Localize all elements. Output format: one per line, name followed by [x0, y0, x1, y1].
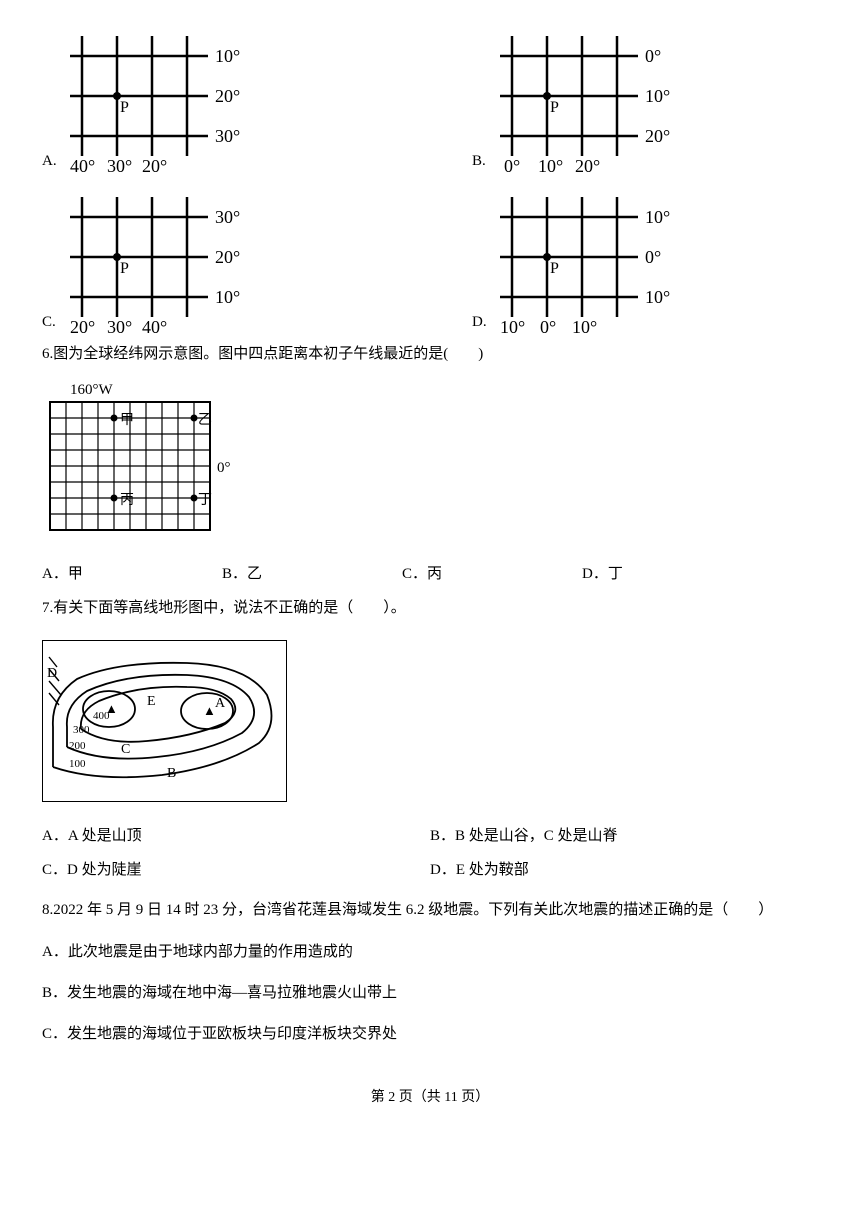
svg-text:10°: 10° [500, 317, 525, 334]
q5-option-A: A. P 10° 20° 30° 40° 30° 20° [42, 28, 472, 173]
q7-choices-row1: A．A 处是山顶 B．B 处是山谷，C 处是山脊 [42, 824, 818, 848]
svg-text:20°: 20° [215, 86, 240, 106]
svg-text:P: P [120, 260, 129, 277]
svg-text:10°: 10° [538, 156, 563, 173]
q5-D-letter: D. [472, 310, 487, 334]
svg-text:0°: 0° [504, 156, 520, 173]
q7-diagram-box: ▲ ▲ A B C D E 400 300 200 100 [42, 640, 287, 802]
svg-text:40°: 40° [70, 156, 95, 173]
svg-text:10°: 10° [645, 207, 670, 227]
svg-text:P: P [550, 260, 559, 277]
q6-diagram: 160°W 0° 甲 乙 丙 丁 [42, 374, 252, 544]
q5-B-grid: P 0° 10° 20° 0° 10° 20° [490, 28, 685, 173]
q8-text: 8.2022 年 5 月 9 日 14 时 23 分，台湾省花莲县海域发生 6.… [42, 892, 818, 928]
q6-choice-B: B．乙 [222, 562, 402, 586]
svg-text:D: D [47, 666, 57, 681]
q6-choices: A．甲 B．乙 C．丙 D．丁 [42, 562, 818, 586]
q6-choice-A: A．甲 [42, 562, 222, 586]
svg-text:0°: 0° [540, 317, 556, 334]
svg-text:400: 400 [93, 710, 110, 722]
svg-text:20°: 20° [70, 317, 95, 334]
q8-choice-B: B．发生地震的海域在地中海—喜马拉雅地震火山带上 [42, 977, 818, 1010]
svg-text:20°: 20° [575, 156, 600, 173]
p-label: P [120, 99, 129, 116]
svg-text:30°: 30° [215, 126, 240, 146]
svg-text:30°: 30° [107, 156, 132, 173]
svg-text:乙: 乙 [198, 412, 212, 428]
q5-C-letter: C. [42, 310, 56, 334]
q7-contour-map: ▲ ▲ A B C D E 400 300 200 100 [47, 647, 282, 787]
q6-choice-D: D．丁 [582, 562, 762, 586]
q5-A-grid: P 10° 20° 30° 40° 30° 20° [60, 28, 260, 173]
svg-text:▲: ▲ [203, 703, 216, 718]
q6-text: 6.图为全球经纬网示意图。图中四点距离本初子午线最近的是( ) [42, 342, 818, 366]
q5-D-grid: P 10° 0° 10° 10° 0° 10° [490, 189, 685, 334]
svg-text:0°: 0° [217, 460, 231, 476]
q7-choice-A: A．A 处是山顶 [42, 824, 430, 848]
q5-row2: C. P 30° 20° 10° 20° 30° 40° D. P 10° 0° 1… [42, 189, 818, 334]
svg-text:0°: 0° [645, 247, 661, 267]
svg-text:300: 300 [73, 724, 90, 736]
q7-choice-B: B．B 处是山谷，C 处是山脊 [430, 824, 818, 848]
svg-text:20°: 20° [215, 247, 240, 267]
svg-text:C: C [121, 742, 130, 757]
page-footer: 第 2 页（共 11 页） [42, 1087, 818, 1109]
svg-text:160°W: 160°W [70, 382, 113, 398]
svg-text:甲: 甲 [120, 413, 134, 428]
svg-text:30°: 30° [215, 207, 240, 227]
svg-text:30°: 30° [107, 317, 132, 334]
svg-text:10°: 10° [215, 287, 240, 307]
q5-row1: A. P 10° 20° 30° 40° 30° 20° B. P 0° 10° 2… [42, 28, 818, 173]
q7-text: 7.有关下面等高线地形图中，说法不正确的是（ ）。 [42, 596, 818, 620]
svg-text:200: 200 [69, 740, 86, 752]
svg-text:40°: 40° [142, 317, 167, 334]
svg-text:B: B [167, 766, 176, 781]
q5-A-letter: A. [42, 149, 57, 173]
q7-choice-D: D．E 处为鞍部 [430, 858, 818, 882]
q8-choice-C: C．发生地震的海域位于亚欧板块与印度洋板块交界处 [42, 1018, 818, 1051]
svg-text:20°: 20° [645, 126, 670, 146]
svg-text:E: E [147, 694, 156, 709]
svg-text:0°: 0° [645, 46, 661, 66]
q5-option-D: D. P 10° 0° 10° 10° 0° 10° [472, 189, 685, 334]
q5-option-C: C. P 30° 20° 10° 20° 30° 40° [42, 189, 472, 334]
svg-text:10°: 10° [645, 86, 670, 106]
q5-C-grid: P 30° 20° 10° 20° 30° 40° [60, 189, 260, 334]
q7-choices-row2: C．D 处为陡崖 D．E 处为鞍部 [42, 858, 818, 882]
q5-B-letter: B. [472, 149, 486, 173]
q5-option-B: B. P 0° 10° 20° 0° 10° 20° [472, 28, 685, 173]
svg-text:A: A [215, 696, 226, 711]
svg-text:丙: 丙 [120, 493, 134, 508]
svg-text:丁: 丁 [198, 493, 212, 508]
svg-text:10°: 10° [645, 287, 670, 307]
q8-choice-A: A．此次地震是由于地球内部力量的作用造成的 [42, 936, 818, 969]
q7-choice-C: C．D 处为陡崖 [42, 858, 430, 882]
svg-text:10°: 10° [572, 317, 597, 334]
svg-text:P: P [550, 99, 559, 116]
svg-text:100: 100 [69, 758, 86, 770]
svg-text:20°: 20° [142, 156, 167, 173]
svg-text:10°: 10° [215, 46, 240, 66]
q6-choice-C: C．丙 [402, 562, 582, 586]
